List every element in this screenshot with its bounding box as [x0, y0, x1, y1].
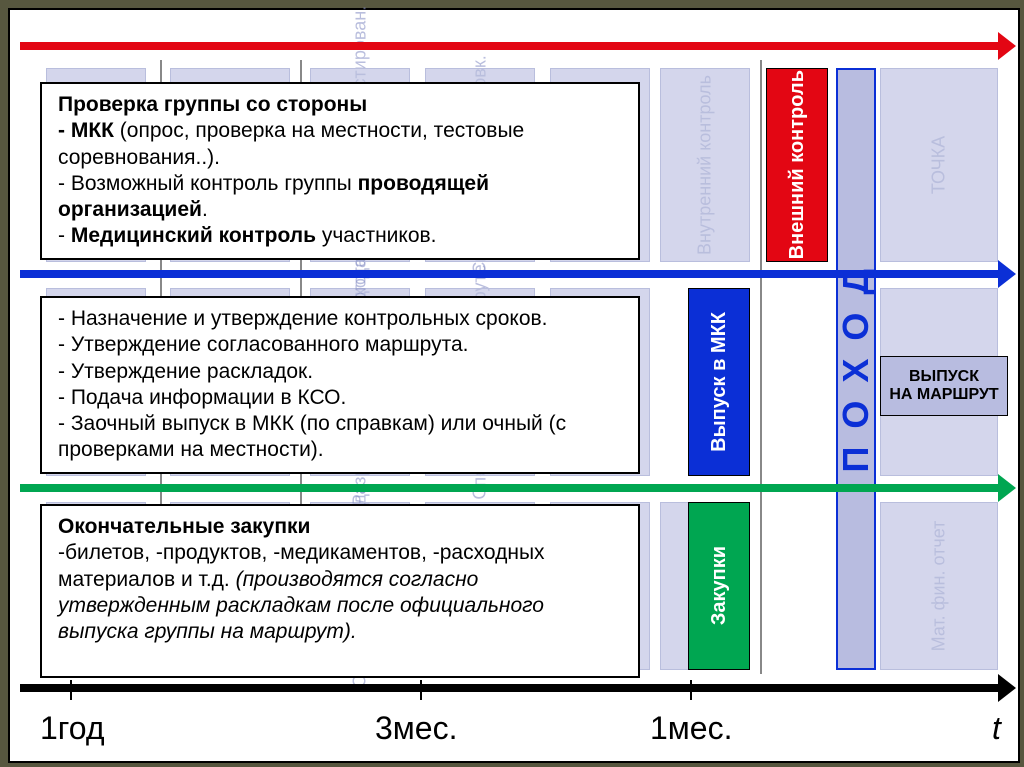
pohod-label: П О Х О Д — [835, 265, 877, 473]
pohod-column: П О Х О Д — [836, 68, 876, 670]
arrow-blue — [20, 270, 1000, 278]
n1-b2r: . — [202, 198, 208, 221]
arrow-green — [20, 484, 1000, 492]
arrow-red — [20, 42, 1000, 50]
slide-frame: Общая подготовкаПодготовка на маршрут и … — [0, 0, 1024, 767]
vertical-divider — [760, 60, 762, 674]
n1-b3b: Медицинский контроль — [71, 224, 316, 247]
bg-box-label: Внутренний контроль — [695, 75, 716, 255]
n2-l5: - Заочный выпуск в МКК (по справкам) или… — [58, 412, 566, 461]
colored-block-red: Внешний контроль — [766, 68, 828, 262]
arrow-tip-icon — [998, 674, 1016, 702]
n1-b3l: - — [58, 224, 71, 247]
arrow-black — [20, 684, 1000, 692]
bg-box: Внутренний контроль — [660, 68, 750, 262]
n2-l3: - Утверждение раскладок. — [58, 360, 313, 383]
colored-block-label: Выпуск в МКК — [708, 312, 731, 452]
axis-tick — [70, 680, 72, 700]
n1-b3r: участников. — [316, 224, 437, 247]
colored-block-blue: Выпуск в МКК — [688, 288, 750, 476]
axis-1god: 1год — [40, 710, 105, 747]
arrow-tip-icon — [998, 32, 1016, 60]
note-card-1: Проверка группы со стороны - МКК (опрос,… — [40, 82, 640, 260]
n1-b1r: (опрос, проверка на местности, тестовые … — [58, 119, 524, 168]
colored-block-label: Внешний контроль — [786, 70, 809, 259]
output-label-l2: НА МАРШРУТ — [889, 386, 998, 404]
bg-box: Мат. фин. отчет — [880, 502, 998, 670]
output-label-l1: ВЫПУСК — [909, 368, 979, 386]
n2-l2: - Утверждение согласованного маршрута. — [58, 333, 469, 356]
note-card-2: - Назначение и утверждение контрольных с… — [40, 296, 640, 474]
n2-l4: - Подача информации в КСО. — [58, 386, 346, 409]
n1-b2l: - Возможный контроль группы — [58, 172, 358, 195]
bg-box-label: Мат. фин. отчет — [929, 521, 950, 652]
bg-box-label: ТОЧКА — [929, 136, 950, 194]
bg-box: ТОЧКА — [880, 68, 998, 262]
colored-block-label: Закупки — [708, 546, 731, 625]
n2-l1: - Назначение и утверждение контрольных с… — [58, 307, 548, 330]
axis-tick — [420, 680, 422, 700]
note-card-3: Окончательные закупки -билетов, -продукт… — [40, 504, 640, 678]
n1-b1l: - МКК — [58, 119, 114, 142]
colored-block-green: Закупки — [688, 502, 750, 670]
axis-t: t — [992, 710, 1001, 747]
slide-canvas: Общая подготовкаПодготовка на маршрут и … — [8, 8, 1020, 763]
axis-3mes: 3мес. — [375, 710, 457, 747]
output-label: ВЫПУСК НА МАРШРУТ — [880, 356, 1008, 416]
arrow-tip-icon — [998, 260, 1016, 288]
n1-title: Проверка группы со стороны — [58, 93, 367, 116]
n3-title: Окончательные закупки — [58, 515, 310, 538]
axis-tick — [690, 680, 692, 700]
arrow-tip-icon — [998, 474, 1016, 502]
axis-1mes: 1мес. — [650, 710, 732, 747]
